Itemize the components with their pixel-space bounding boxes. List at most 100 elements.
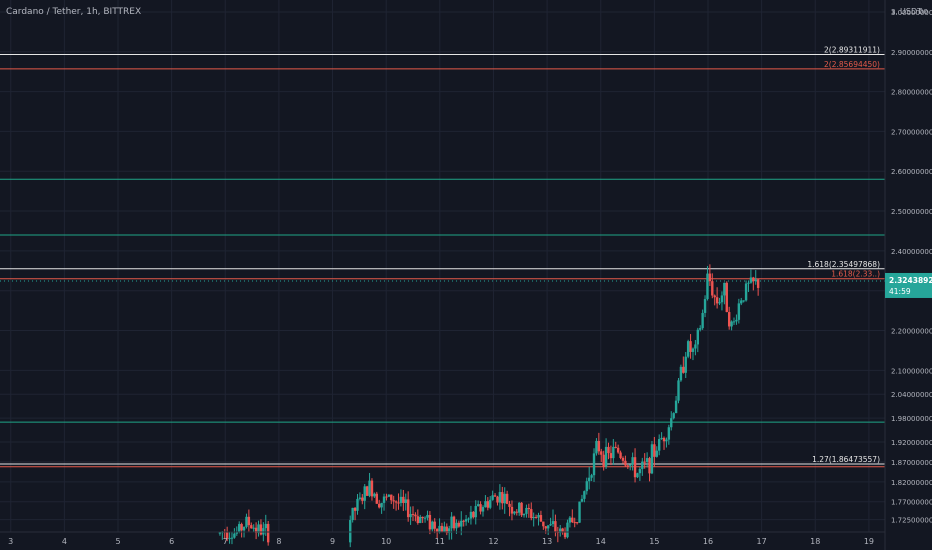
- candle-body: [563, 531, 567, 538]
- candle-body: [573, 522, 576, 524]
- candle-body: [489, 499, 492, 508]
- candle-body: [694, 344, 697, 349]
- candle-body: [450, 516, 453, 529]
- candle-body: [445, 526, 448, 534]
- x-tick-label: 5: [115, 537, 120, 546]
- candle-body: [476, 504, 480, 507]
- candle-body: [250, 525, 253, 529]
- candle-body: [387, 494, 391, 497]
- candle-body: [662, 437, 666, 442]
- candle-body: [629, 464, 632, 466]
- candle-body: [351, 507, 354, 521]
- candle-body: [235, 531, 239, 534]
- candle-body: [566, 522, 569, 538]
- candle-body: [749, 277, 753, 283]
- candle-body: [539, 515, 543, 522]
- candle-body: [699, 328, 702, 330]
- candle-body: [378, 503, 381, 508]
- candle-body: [394, 501, 398, 503]
- candle-body: [510, 506, 514, 514]
- candle-body: [653, 444, 656, 457]
- candle-body: [756, 279, 760, 288]
- candle-body: [245, 516, 248, 527]
- candle-body: [505, 493, 509, 504]
- y-tick-label: 2.80000000: [891, 89, 932, 97]
- candle-body: [532, 516, 535, 519]
- candle-body: [720, 295, 724, 303]
- candle-body: [361, 497, 364, 501]
- candle-body: [737, 303, 741, 320]
- candle-body: [715, 297, 719, 304]
- candle-body: [390, 494, 393, 501]
- candle-body: [660, 437, 663, 440]
- candle-body: [585, 481, 588, 492]
- candle-body: [571, 517, 574, 523]
- candle-body: [725, 282, 728, 313]
- candle-body: [522, 513, 526, 516]
- x-tick-label: 15: [649, 537, 659, 546]
- candle-body: [633, 457, 637, 478]
- candle-body: [419, 516, 422, 524]
- candle-body: [440, 525, 444, 533]
- candle-body: [409, 514, 412, 518]
- candle-body: [266, 523, 270, 543]
- candle-body: [491, 495, 494, 500]
- candle-body: [643, 461, 646, 463]
- candle-body: [382, 496, 386, 503]
- candle-body: [670, 418, 673, 428]
- candle-body: [373, 493, 376, 497]
- candle-body: [457, 522, 461, 527]
- candle-body: [686, 341, 690, 357]
- candle-body: [727, 312, 731, 327]
- candle-body: [706, 273, 709, 300]
- y-tick-label: 3.00000000: [891, 9, 932, 17]
- candle-body: [423, 517, 427, 519]
- candle-body: [735, 319, 738, 322]
- candle-body: [349, 520, 352, 543]
- candle-body: [404, 499, 407, 503]
- candle-body: [513, 511, 516, 514]
- x-tick-label: 10: [381, 537, 391, 546]
- candle-body: [561, 528, 564, 532]
- level-label: 1.618(2.35497868): [807, 260, 880, 269]
- candle-body: [667, 427, 671, 440]
- y-tick-label-partial-suffix: 00: [919, 8, 928, 16]
- y-tick-label: 2.60000000: [891, 168, 932, 176]
- candle-body: [233, 533, 236, 538]
- candle-body: [520, 502, 523, 516]
- y-tick-label: 1.98000000: [891, 415, 932, 423]
- candle-body: [546, 525, 550, 529]
- candle-body: [645, 458, 649, 462]
- candle-body: [515, 511, 518, 513]
- candle-body: [648, 458, 651, 474]
- candle-body: [426, 514, 429, 518]
- candle-body: [679, 366, 683, 381]
- candle-body: [537, 515, 540, 518]
- candle-body: [525, 507, 528, 514]
- x-tick-label: 14: [596, 537, 606, 546]
- candle-body: [486, 501, 490, 508]
- candle-body: [527, 507, 531, 510]
- candle-body: [595, 440, 598, 454]
- candle-body: [587, 477, 591, 482]
- candle-body: [365, 486, 369, 496]
- y-tick-label: 2.70000000: [891, 128, 932, 136]
- level-label: 1.27(1.86473557): [812, 455, 880, 464]
- level-label: 2(2.89311911): [824, 46, 880, 55]
- candle-body: [684, 356, 687, 373]
- candle-body: [542, 521, 545, 527]
- x-tick-label: 3: [8, 537, 13, 546]
- currency-label[interactable]: USDT: [900, 7, 922, 16]
- candle-body: [614, 446, 617, 448]
- current-price-badge: [885, 272, 932, 298]
- candle-body: [665, 439, 668, 442]
- candle-body: [421, 516, 424, 519]
- candle-body: [259, 524, 263, 535]
- x-tick-label: 9: [330, 537, 335, 546]
- candle-body: [363, 486, 366, 501]
- candle-body: [508, 503, 511, 507]
- candle-body: [452, 516, 456, 529]
- candle-body: [392, 500, 395, 502]
